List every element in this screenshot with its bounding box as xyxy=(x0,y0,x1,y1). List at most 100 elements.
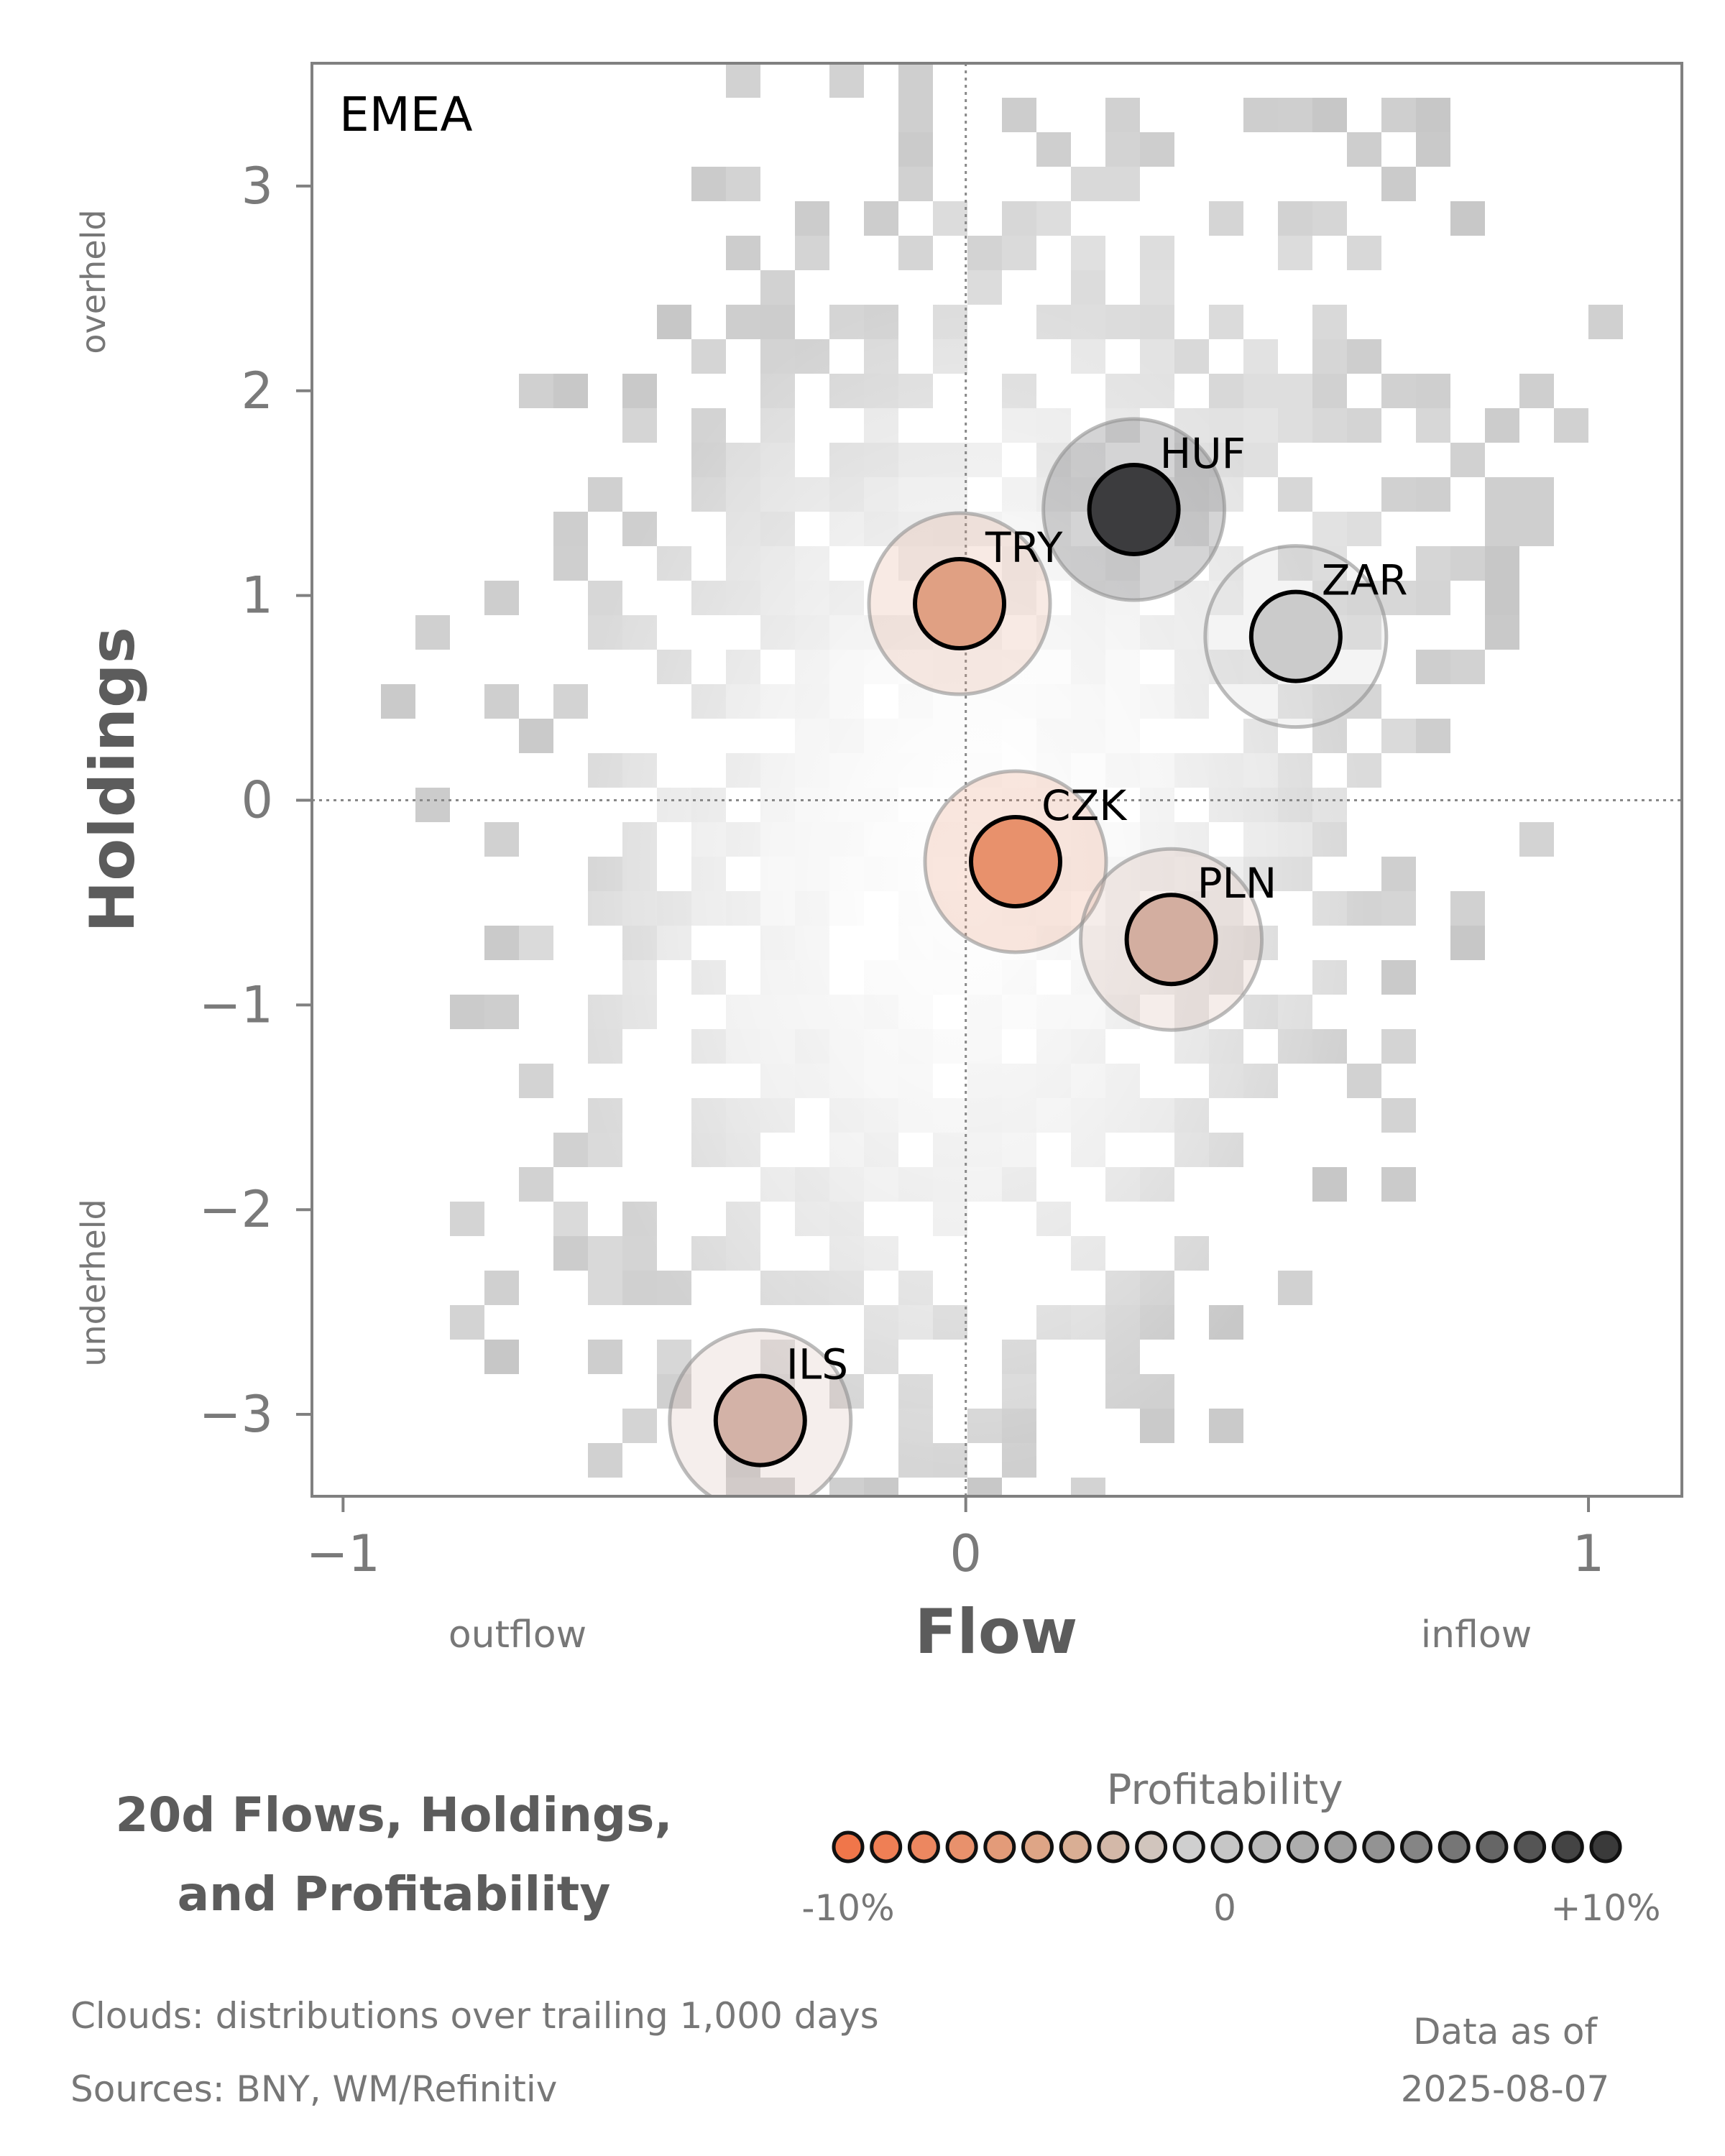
cloud-cell xyxy=(519,1064,553,1098)
cloud-cell xyxy=(795,236,829,270)
cloud-cell xyxy=(657,305,691,339)
cloud-cell xyxy=(1416,581,1450,615)
cloud-cell xyxy=(519,926,553,960)
cloud-cell xyxy=(864,1478,898,1496)
x-direction-inflow: inflow xyxy=(1421,1613,1532,1657)
y-tick-label: 2 xyxy=(241,361,273,420)
cloud-cell xyxy=(1519,822,1554,857)
point-try xyxy=(913,557,1007,651)
panel-label: EMEA xyxy=(339,87,473,142)
cloud-cell xyxy=(1416,408,1450,443)
cloud-cell xyxy=(1416,98,1450,132)
colorbar-swatch xyxy=(945,1830,978,1864)
colorbar-swatch xyxy=(1476,1830,1509,1864)
cloud-cell xyxy=(1450,201,1485,236)
cloud-cell xyxy=(588,477,622,512)
cloud-cell xyxy=(1312,1167,1347,1202)
cloud-cell xyxy=(1450,891,1485,926)
data-as-of-date: 2025-08-07 xyxy=(1401,2068,1610,2110)
colorbar-swatches xyxy=(832,1830,1622,1864)
cloud-cell xyxy=(898,167,933,201)
cloud-cell xyxy=(1071,270,1105,305)
cloud-cell xyxy=(1450,650,1485,684)
colorbar-swatch xyxy=(1362,1830,1395,1864)
cloud-cell xyxy=(1416,477,1450,512)
cloud-cell xyxy=(1381,167,1416,201)
x-tick-label: −1 xyxy=(306,1524,380,1583)
cloud-cell xyxy=(1519,374,1554,408)
cloud-cell xyxy=(1381,857,1416,891)
cloud-cell xyxy=(1278,374,1312,408)
cloud-cell xyxy=(726,63,760,98)
cloud-cell xyxy=(553,374,588,408)
cloud-cell xyxy=(519,1167,553,1202)
cloud-cell xyxy=(1381,477,1416,512)
cloud-cell xyxy=(1312,408,1347,443)
cloud-cell xyxy=(726,167,760,201)
cloud-cell xyxy=(1416,132,1450,167)
cloud-cell xyxy=(450,995,484,1029)
cloud-cell xyxy=(1312,201,1347,236)
cloud-cell xyxy=(1485,546,1519,581)
clouds-note: Clouds: distributions over trailing 1,00… xyxy=(70,1995,879,2037)
cloud-cell xyxy=(829,63,864,98)
cloud-cell xyxy=(1278,1271,1312,1305)
cloud-cell xyxy=(1485,512,1519,546)
y-tick-label: −2 xyxy=(199,1180,273,1239)
cloud-cell xyxy=(1347,581,1381,615)
cloud-cell xyxy=(1416,374,1450,408)
cloud-cell xyxy=(1381,1098,1416,1133)
cloud-cell xyxy=(450,1202,484,1236)
cloud-cell xyxy=(1347,615,1381,650)
y-tick-label: 3 xyxy=(241,157,273,216)
cloud-cell xyxy=(1071,167,1105,201)
y-tick-label: 0 xyxy=(241,770,273,829)
point-ils xyxy=(713,1373,807,1468)
cloud-cell xyxy=(1174,339,1209,374)
cloud-cell xyxy=(484,1340,519,1374)
cloud-cell xyxy=(415,615,450,650)
cloud-cell xyxy=(1312,374,1347,408)
cloud-cell xyxy=(1588,305,1623,339)
cloud-cell xyxy=(1347,1064,1381,1098)
cloud-cell xyxy=(1381,1167,1416,1202)
cloud-cell xyxy=(1485,581,1519,615)
cloud-cell xyxy=(864,201,898,236)
cloud-cell xyxy=(1105,132,1140,167)
colorbar-swatch xyxy=(1021,1830,1054,1864)
cloud-cell xyxy=(553,1202,588,1236)
colorbar-swatch xyxy=(983,1830,1016,1864)
cloud-cell xyxy=(1381,98,1416,132)
cloud-cell xyxy=(450,1305,484,1340)
cloud-cell xyxy=(1312,98,1347,132)
cloud-cell xyxy=(1347,132,1381,167)
point-label-zar: ZAR xyxy=(1322,556,1408,605)
cloud-cell xyxy=(381,684,415,719)
cloud-cell xyxy=(691,167,726,201)
cloud-cell xyxy=(519,374,553,408)
cloud-cell xyxy=(1209,305,1243,339)
cloud-cell xyxy=(484,822,519,857)
cloud-cell xyxy=(1278,98,1312,132)
cloud-cell xyxy=(1416,650,1450,684)
colorbar-swatch xyxy=(1438,1830,1471,1864)
cloud-cell xyxy=(553,1133,588,1167)
y-axis: 3 2 1 0 −1 −2 −3 xyxy=(199,157,312,1444)
cloud-cell xyxy=(1416,719,1450,753)
x-direction-outflow: outflow xyxy=(448,1613,586,1657)
cloud-cell xyxy=(1278,408,1312,443)
cloud-cell xyxy=(1381,1029,1416,1064)
y-tick-label: −3 xyxy=(199,1385,273,1444)
density-cloud xyxy=(381,63,1623,1496)
cloud-cell xyxy=(1381,581,1416,615)
colorbar-swatch xyxy=(1248,1830,1282,1864)
sources-note: Sources: BNY, WM/Refinitiv xyxy=(70,2068,557,2110)
plot-frame xyxy=(310,62,1683,1498)
cloud-cell xyxy=(1002,201,1036,236)
cloud-cell xyxy=(588,1340,622,1374)
colorbar-swatch xyxy=(1286,1830,1319,1864)
y-direction-overheld: overheld xyxy=(74,209,113,354)
cloud-cell xyxy=(1381,891,1416,926)
cloud-cell xyxy=(1312,512,1347,546)
cloud-cell xyxy=(1002,98,1036,132)
